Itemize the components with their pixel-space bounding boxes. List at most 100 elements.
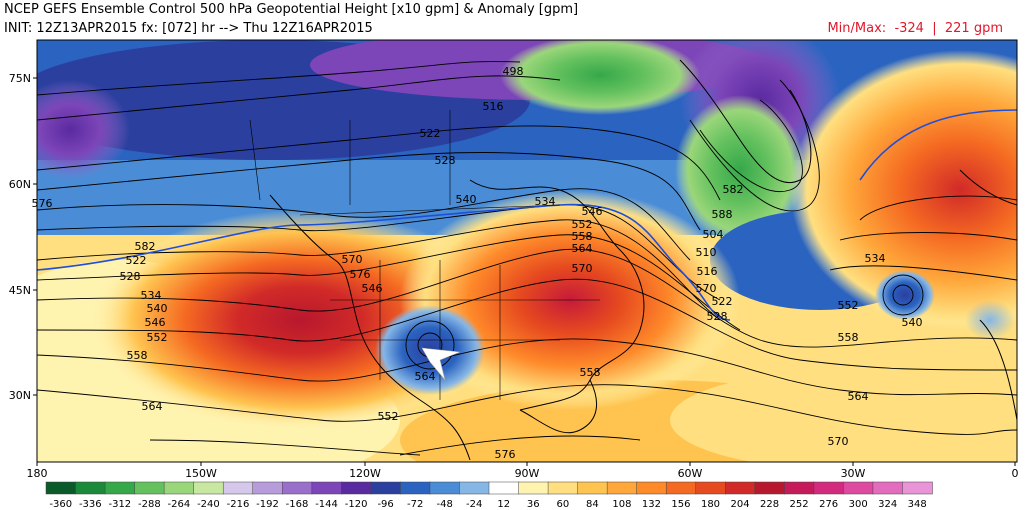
colorbar-swatch: [134, 481, 165, 495]
colorbar-swatch: [784, 481, 815, 495]
colorbar-tick-label: -192: [256, 499, 279, 510]
colorbar-swatch: [547, 481, 579, 495]
contour-label: 576: [495, 448, 516, 461]
colorbar-tick-label: 156: [671, 499, 690, 510]
contour-label: 564: [572, 242, 593, 255]
colorbar-tick-label: -216: [227, 499, 250, 510]
lat-label: 75N: [9, 72, 31, 85]
contour-label: 540: [902, 316, 923, 329]
colorbar-swatch: [459, 481, 490, 495]
contour-label: 564: [415, 370, 436, 383]
colorbar-swatch: [488, 481, 520, 495]
contour-label: 522: [126, 254, 147, 267]
colorbar-tick-label: 300: [849, 499, 868, 510]
colorbar-tick-label: -96: [377, 499, 393, 510]
colorbar-swatch: [341, 481, 372, 495]
colorbar-tick-label: -168: [286, 499, 309, 510]
north-arrow-icon: [421, 347, 461, 381]
lat-label: 60N: [9, 178, 31, 191]
colorbar-swatch: [193, 481, 224, 495]
colorbar-swatch: [104, 481, 136, 495]
lat-label: 45N: [9, 284, 31, 297]
contour-label: 558: [838, 331, 859, 344]
colorbar-swatch: [429, 481, 461, 495]
colorbar-tick-label: -336: [79, 499, 102, 510]
contour-label: 564: [142, 400, 163, 413]
colorbar-swatch: [872, 481, 904, 495]
540-highlight-contour-east: [859, 109, 1017, 181]
colorbar-tick-label: 348: [908, 499, 927, 510]
colorbar-swatch: [222, 481, 254, 495]
colorbar-swatch: [400, 481, 431, 495]
colorbar-tick-label: 180: [701, 499, 720, 510]
map-title: NCEP GEFS Ensemble Control 500 hPa Geopo…: [4, 2, 579, 17]
max-value: 221 gpm: [944, 21, 1003, 36]
contour-label: 570: [696, 282, 717, 295]
colorbar-swatch: [45, 481, 77, 495]
contour-label: 552: [147, 331, 168, 344]
longitude-labels: 180 150W 120W 90W 60W 30W 0: [27, 462, 1019, 480]
contour-label: 546: [582, 205, 603, 218]
colorbar-swatch: [754, 481, 786, 495]
coastlines: [269, 59, 1017, 461]
colorbar-swatch: [665, 481, 697, 495]
lon-label: 150W: [185, 467, 217, 480]
colorbar-swatch: [311, 481, 343, 495]
colorbar-tick-label: -24: [466, 499, 482, 510]
lat-label: 30N: [9, 389, 31, 402]
init-time-label: INIT: 12Z13APR2015 fx: [072] hr --> Thu …: [4, 21, 373, 36]
colorbar-tick-label: 324: [878, 499, 897, 510]
colorbar-tick-label: -360: [49, 499, 72, 510]
colorbar-tick-label: -264: [168, 499, 191, 510]
contour-label: 570: [828, 435, 849, 448]
colorbar-tick-label: -120: [345, 499, 368, 510]
colorbar-tick-label: 204: [730, 499, 749, 510]
colorbar-tick-label: 252: [790, 499, 809, 510]
colorbar-tick-label: -240: [197, 499, 220, 510]
colorbar-tick-label: 36: [527, 499, 540, 510]
colorbar-tick-label: -72: [407, 499, 423, 510]
colorbar-swatch: [370, 481, 402, 495]
contour-label: 552: [838, 299, 859, 312]
colorbar-swatch: [636, 481, 667, 495]
lon-label: 90W: [515, 467, 540, 480]
min-max-label: Min/Max:: [827, 21, 887, 36]
contour-label: 528: [707, 310, 728, 323]
colorbar-swatch: [252, 481, 284, 495]
contour-label: 582: [723, 183, 744, 196]
contour-label: 552: [378, 410, 399, 423]
colorbar-swatch: [725, 481, 756, 495]
lon-label: 30W: [841, 467, 866, 480]
contour-label: 546: [362, 282, 383, 295]
colorbar-tick-label: 108: [612, 499, 631, 510]
colorbar-swatch: [606, 481, 638, 495]
contour-label: 540: [456, 193, 477, 206]
contour-label: 552: [572, 218, 593, 231]
contour-label: 570: [572, 262, 593, 275]
colorbar-tick-label: -144: [315, 499, 338, 510]
colorbar-swatch: [843, 481, 874, 495]
colorbar-swatch: [813, 481, 845, 495]
contour-label: 570: [342, 253, 363, 266]
colorbar-tick-label: -48: [437, 499, 453, 510]
contour-label: 558: [580, 366, 601, 379]
lon-label: 120W: [349, 467, 381, 480]
colorbar-tick-label: 84: [586, 499, 599, 510]
contour-label: 564: [848, 390, 869, 403]
contour-label: 588: [712, 208, 733, 221]
contour-label: 546: [145, 316, 166, 329]
contour-label: 528: [435, 154, 456, 167]
colorbar-tick-label: 228: [760, 499, 779, 510]
contour-label: 558: [572, 230, 593, 243]
contour-label: 498: [503, 65, 524, 78]
contour-label: 558: [127, 349, 148, 362]
colorbar-tick-label: 132: [642, 499, 661, 510]
contour-label: 516: [483, 100, 504, 113]
colorbar-swatch: [282, 481, 313, 495]
contour-label: 540: [147, 302, 168, 315]
colorbar-swatch: [695, 481, 727, 495]
colorbar-swatch: [518, 481, 549, 495]
contour-label: 534: [535, 195, 556, 208]
